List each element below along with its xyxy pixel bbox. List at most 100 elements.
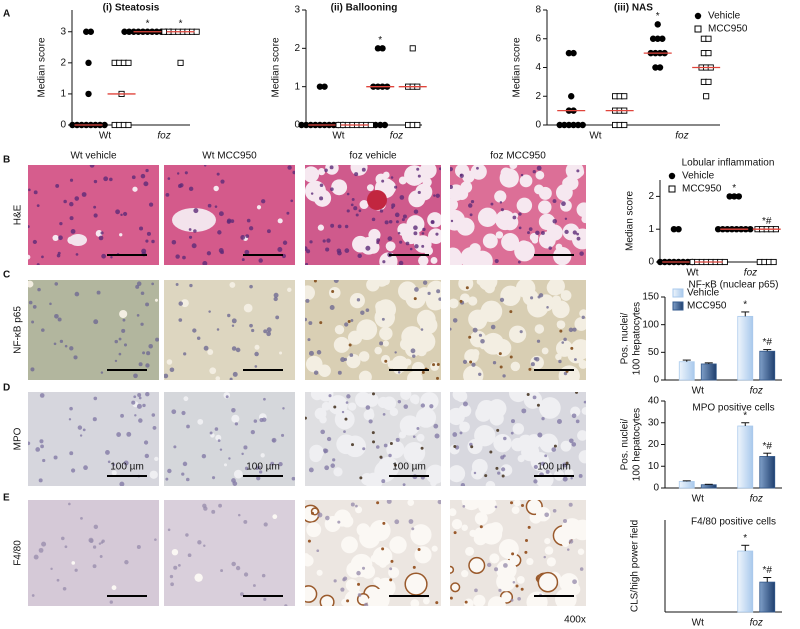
vacuole	[567, 583, 581, 596]
nucleus	[186, 424, 190, 429]
stain	[509, 355, 513, 359]
significance-mark: *	[743, 300, 747, 311]
vacuole	[358, 370, 372, 380]
nucleus	[93, 179, 98, 184]
y-axis-label: Median score	[512, 37, 523, 97]
vacuole	[500, 167, 512, 179]
nucleus	[182, 255, 186, 260]
nucleus	[63, 199, 67, 204]
legend-swatch	[694, 12, 702, 20]
vacuole	[314, 407, 327, 420]
nucleus	[490, 324, 496, 330]
nucleus	[35, 447, 41, 452]
vacuole	[473, 531, 488, 546]
tissue-bg	[28, 165, 159, 265]
nucleus	[572, 579, 577, 585]
chart-title: (iii) NAS	[614, 3, 653, 14]
nucleus	[231, 407, 236, 413]
stain	[459, 299, 463, 303]
nucleus	[357, 253, 362, 259]
stain	[371, 431, 375, 435]
nucleus	[533, 464, 538, 470]
nucleus	[28, 441, 31, 446]
nucleus	[355, 213, 359, 217]
stain	[344, 417, 348, 421]
nucleus	[405, 241, 410, 246]
stain	[479, 525, 483, 529]
vacuole	[209, 367, 217, 375]
nucleus	[69, 178, 74, 182]
stain	[382, 521, 386, 525]
nucleus	[270, 461, 275, 466]
vacuole	[207, 349, 214, 356]
nucleus	[273, 296, 278, 302]
vacuole	[233, 469, 243, 479]
nucleus	[216, 172, 220, 176]
nucleus	[337, 224, 342, 229]
nucleus	[136, 281, 142, 286]
nucleus	[528, 227, 533, 232]
nucleus	[281, 433, 285, 437]
vacuole	[526, 558, 534, 566]
vacuole	[385, 241, 396, 252]
nucleus	[538, 293, 544, 298]
stain	[420, 446, 424, 450]
y-tick-label: 150	[642, 292, 659, 303]
stain	[570, 346, 574, 350]
nucleus	[235, 565, 241, 571]
nucleus	[394, 519, 400, 525]
nucleus	[192, 328, 197, 333]
nucleus	[69, 406, 73, 411]
legend-label: Vehicle	[687, 288, 720, 299]
nucleus	[188, 186, 194, 192]
nucleus	[551, 447, 557, 452]
vacuole	[363, 409, 375, 421]
vacuole	[450, 298, 459, 309]
nucleus	[155, 337, 159, 342]
y-axis-label: 100 hepatocytes	[632, 408, 643, 481]
nucleus	[421, 244, 425, 248]
nucleus	[68, 502, 71, 506]
nucleus	[122, 211, 128, 217]
nucleus	[59, 339, 64, 344]
stain	[357, 582, 361, 586]
nucleus	[510, 598, 514, 602]
significance-mark: *#	[763, 441, 773, 452]
nucleus	[343, 576, 348, 581]
nucleus	[36, 263, 40, 265]
nucleus	[492, 361, 497, 365]
vacuole	[166, 359, 173, 365]
vacuole	[277, 218, 283, 224]
nucleus	[169, 574, 174, 579]
nucleus	[193, 208, 199, 214]
nucleus	[184, 171, 188, 175]
stain	[372, 440, 376, 444]
nucleus	[37, 287, 41, 292]
nucleus	[257, 465, 261, 469]
nucleus	[41, 255, 44, 259]
vacuole	[475, 405, 492, 422]
nucleus	[329, 165, 334, 170]
nucleus	[397, 371, 401, 374]
nucleus	[75, 253, 79, 256]
vacuole	[111, 470, 117, 476]
nucleus	[148, 343, 153, 349]
vacuole	[410, 599, 420, 606]
vacuole	[477, 207, 498, 228]
stain	[520, 587, 524, 591]
y-tick-label: 40	[648, 396, 660, 407]
nucleus	[402, 483, 406, 486]
y-tick-label: 2	[294, 43, 300, 54]
stain	[511, 552, 515, 556]
nucleus	[173, 565, 178, 570]
nucleus	[389, 567, 393, 571]
nucleus	[49, 302, 52, 306]
nucleus	[382, 412, 386, 416]
vacuole	[415, 407, 437, 428]
nucleus	[316, 350, 322, 355]
nucleus	[562, 519, 568, 524]
vacuole	[570, 339, 586, 360]
vacuole	[328, 395, 348, 415]
tissue	[164, 500, 295, 606]
nucleus	[305, 317, 308, 322]
